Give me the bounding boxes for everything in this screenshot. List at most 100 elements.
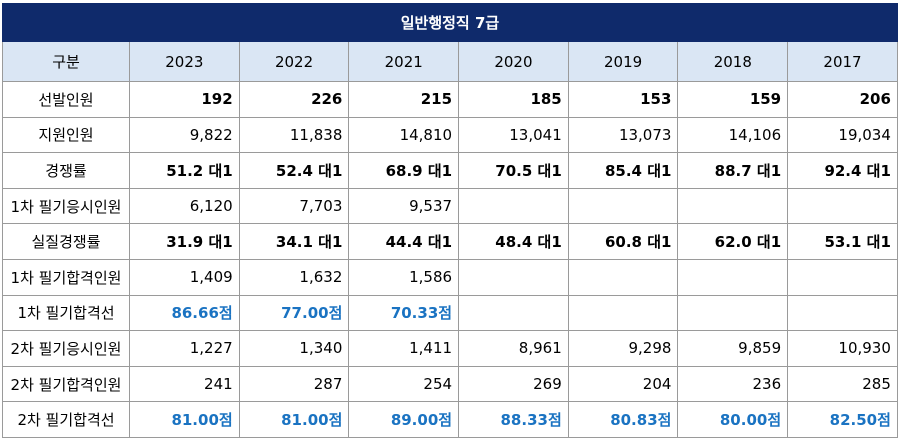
row-label: 1차 필기합격인원 [2, 258, 130, 296]
table-title: 일반행정직 7급 [2, 3, 898, 42]
table-row: 지원인원 9,822 11,838 14,810 13,041 13,073 14,106 1… [2, 116, 898, 154]
table-cell: 52.4 대1 [238, 152, 350, 189]
table-cell: 77.00점 [238, 294, 350, 332]
table-cell: 9,822 [129, 116, 240, 154]
table-cell: 68.9 대1 [348, 152, 460, 189]
table-cell: 19,034 [787, 116, 898, 154]
table-cell: 1,586 [348, 258, 460, 296]
table-cell: 9,298 [567, 330, 679, 367]
table-cell [787, 258, 898, 296]
table-cell: 226 [238, 81, 350, 118]
table-row: 2차 필기합격인원 241 287 254 269 204 236 285 [2, 365, 898, 403]
table-row: 2차 필기응시인원 1,227 1,340 1,411 8,961 9,298 9,859 1… [2, 330, 898, 367]
table-cell: 80.83점 [567, 401, 679, 438]
table-cell: 62.0 대1 [677, 223, 789, 260]
table-cell: 53.1 대1 [787, 223, 898, 260]
table-cell: 13,073 [567, 116, 679, 154]
row-label: 1차 필기응시인원 [2, 187, 130, 225]
table-row: 1차 필기합격인원 1,409 1,632 1,586 [2, 258, 898, 296]
row-label: 1차 필기합격선 [2, 294, 130, 332]
table-cell: 60.8 대1 [567, 223, 679, 260]
row-label: 지원인원 [2, 116, 130, 154]
column-header-year: 2023 [129, 41, 240, 82]
column-header-year: 2020 [458, 41, 569, 82]
exam-stats-table: 일반행정직 7급 구분 2023 2022 2021 2020 2019 2018 2017 … [2, 3, 898, 438]
table-cell: 48.4 대1 [458, 223, 569, 260]
table-row: 1차 필기합격선 86.66점 77.00점 70.33점 [2, 294, 898, 332]
table-cell: 1,409 [129, 258, 240, 296]
column-header-category: 구분 [2, 41, 130, 82]
column-header-year: 2018 [677, 41, 789, 82]
row-label: 2차 필기응시인원 [2, 330, 130, 367]
table-cell: 92.4 대1 [787, 152, 898, 189]
table-cell: 1,411 [348, 330, 460, 367]
table-cell: 269 [458, 365, 569, 403]
table-cell: 44.4 대1 [348, 223, 460, 260]
table-cell [677, 258, 789, 296]
row-label: 실질경쟁률 [2, 223, 130, 260]
table-cell [458, 258, 569, 296]
table-cell: 51.2 대1 [129, 152, 240, 189]
table-row: 2차 필기합격선 81.00점 81.00점 89.00점 88.33점 80.83점 80… [2, 401, 898, 438]
table-cell [677, 187, 789, 225]
table-cell: 1,632 [238, 258, 350, 296]
row-label: 선발인원 [2, 81, 130, 118]
table-cell: 6,120 [129, 187, 240, 225]
column-header-year: 2022 [238, 41, 350, 82]
table-cell: 204 [567, 365, 679, 403]
table-cell: 31.9 대1 [129, 223, 240, 260]
table-cell: 236 [677, 365, 789, 403]
table-cell: 9,859 [677, 330, 789, 367]
title-row: 일반행정직 7급 [2, 3, 898, 42]
table-cell: 89.00점 [348, 401, 460, 438]
table-cell [677, 294, 789, 332]
table-cell [567, 187, 679, 225]
row-label: 2차 필기합격인원 [2, 365, 130, 403]
table-cell [787, 294, 898, 332]
table-cell: 8,961 [458, 330, 569, 367]
table-row: 1차 필기응시인원 6,120 7,703 9,537 [2, 187, 898, 225]
table-cell: 185 [458, 81, 569, 118]
table-cell: 9,537 [348, 187, 460, 225]
table-cell: 215 [348, 81, 460, 118]
table-cell: 88.7 대1 [677, 152, 789, 189]
table-cell: 81.00점 [238, 401, 350, 438]
table-cell [458, 294, 569, 332]
table-cell: 241 [129, 365, 240, 403]
exam-stats-table-container: 일반행정직 7급 구분 2023 2022 2021 2020 2019 2018 2017 … [2, 3, 898, 438]
table-cell: 34.1 대1 [238, 223, 350, 260]
table-cell: 7,703 [238, 187, 350, 225]
row-label: 경쟁률 [2, 152, 130, 189]
table-cell: 82.50점 [787, 401, 898, 438]
table-cell: 153 [567, 81, 679, 118]
table-cell: 88.33점 [458, 401, 569, 438]
column-header-year: 2019 [567, 41, 679, 82]
table-cell: 206 [787, 81, 898, 118]
table-row: 선발인원 192 226 215 185 153 159 206 [2, 81, 898, 118]
table-row: 실질경쟁률 31.9 대1 34.1 대1 44.4 대1 48.4 대1 60.8 대1… [2, 223, 898, 260]
table-cell: 10,930 [787, 330, 898, 367]
table-row: 경쟁률 51.2 대1 52.4 대1 68.9 대1 70.5 대1 85.4 대1 88… [2, 152, 898, 189]
table-cell: 14,810 [348, 116, 460, 154]
header-row: 구분 2023 2022 2021 2020 2019 2018 2017 [2, 41, 898, 82]
table-cell [567, 258, 679, 296]
table-cell: 14,106 [677, 116, 789, 154]
table-cell [458, 187, 569, 225]
table-cell: 287 [238, 365, 350, 403]
table-cell: 81.00점 [129, 401, 240, 438]
table-cell: 1,340 [238, 330, 350, 367]
table-cell [567, 294, 679, 332]
table-cell: 86.66점 [129, 294, 240, 332]
table-cell: 85.4 대1 [567, 152, 679, 189]
table-cell: 254 [348, 365, 460, 403]
table-cell: 159 [677, 81, 789, 118]
table-cell: 70.5 대1 [458, 152, 569, 189]
table-cell: 192 [129, 81, 240, 118]
table-cell [787, 187, 898, 225]
table-cell: 80.00점 [677, 401, 789, 438]
table-cell: 285 [787, 365, 898, 403]
table-cell: 13,041 [458, 116, 569, 154]
column-header-year: 2021 [348, 41, 460, 82]
row-label: 2차 필기합격선 [2, 401, 130, 438]
table-cell: 1,227 [129, 330, 240, 367]
